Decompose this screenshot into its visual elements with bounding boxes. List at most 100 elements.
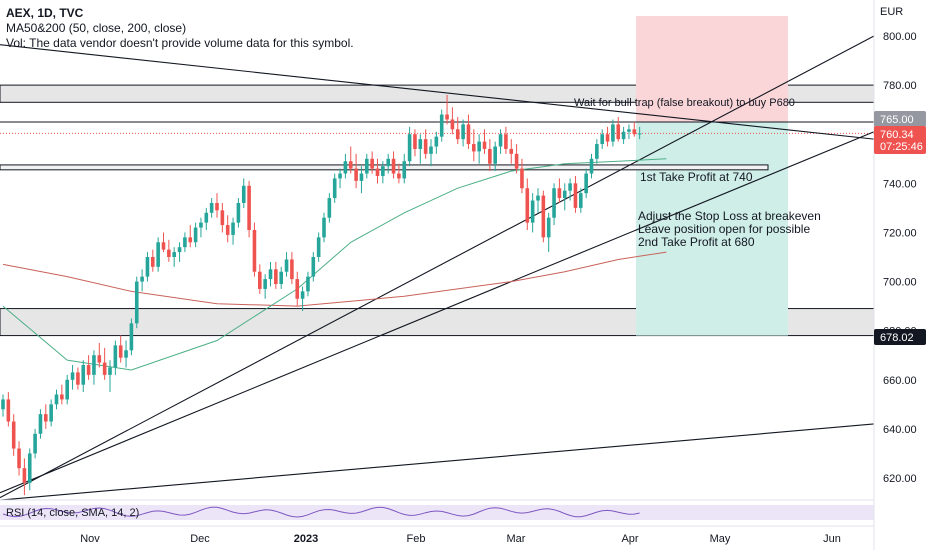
trend-line-0 [0,35,875,499]
rsi-label: RSI (14, close, SMA, 14, 2) [6,507,140,519]
candle [311,257,316,277]
chart-legend: AEX, 1D, TVC MA50&200 (50, close, 200, c… [6,6,354,51]
candle [552,188,556,218]
candle [530,200,535,223]
candle [65,379,69,400]
ma200-line [2,251,667,307]
candle [546,217,551,238]
moving-averages-layer [2,158,667,371]
candle [268,269,273,280]
last-price-badge: 760.34 07:25:46 [874,126,926,154]
candle [338,173,342,179]
price-tick-label: 720.00 [883,227,917,239]
zones-layer [0,16,875,337]
price-tick-label: 740.00 [883,178,917,190]
candle [600,134,604,145]
candle [541,195,546,238]
candle [108,367,112,375]
candle [140,276,144,282]
candle [81,365,86,385]
candle [44,414,48,422]
candle [284,259,289,272]
candle [402,161,407,179]
candle [573,183,578,208]
candle [493,146,497,164]
target-price-badge: 678.02 [874,329,926,345]
candle [477,141,481,152]
candle [49,404,53,422]
candle [381,166,385,176]
candle [17,448,21,469]
price-axis[interactable]: 620.00640.00660.00680.00700.00720.00740.… [873,0,917,550]
candle [423,139,428,154]
candle [129,323,134,351]
candle [397,173,401,179]
take-profit-2-note: 2nd Take Profit at 680 [638,235,755,249]
candle [562,190,567,199]
candle [370,158,374,169]
take-profit-1-annotation: 1st Take Profit at 740 [640,170,753,184]
candle [220,210,225,226]
candle [632,129,637,135]
candle [461,124,465,140]
time-tick-label: Feb [407,533,426,545]
candle [193,227,198,243]
time-axis[interactable]: Nov Dec 2023 Feb Mar Apr May Jun [0,525,874,545]
candle [605,134,610,142]
rsi-band [0,505,874,520]
price-tick-label: 640.00 [883,424,917,436]
trend-line-2 [0,44,875,140]
candle [536,195,540,201]
candle [439,114,444,137]
candle [188,237,193,243]
candle [172,252,176,257]
time-tick-label: May [710,533,731,545]
candle [434,136,439,147]
candle [33,433,37,454]
candle [509,148,514,154]
candle [418,139,423,149]
svg-text:678.02: 678.02 [880,332,914,344]
candle [584,173,588,194]
candle [38,414,43,434]
ma50-line [2,158,667,371]
candle [92,355,96,375]
candle [145,257,150,277]
candle [279,271,283,285]
candle [445,114,449,120]
candle [386,158,390,167]
candle [258,271,262,289]
currency-label[interactable]: EUR [880,6,904,18]
candle [407,134,412,162]
candle [429,146,433,154]
candle [27,453,32,483]
candle [391,158,396,174]
candle [151,257,155,267]
candle [579,193,583,208]
candle [86,365,91,375]
candle [70,372,75,380]
candle [54,394,59,405]
price-tick-label: 780.00 [883,80,917,92]
candle [231,222,235,235]
trend-line-3 [0,423,875,501]
candle [498,134,503,147]
candle [413,134,417,149]
candle [327,198,332,218]
time-tick-label: Apr [621,533,638,545]
price-tick-label: 620.00 [883,473,917,485]
candle [611,124,615,142]
candle [102,362,107,375]
candle [263,279,267,289]
candle [306,276,310,292]
candle [525,188,530,223]
leave-open-note: Leave position open for possible [638,222,810,236]
time-tick-label: Dec [190,533,210,545]
candle [557,188,562,199]
candle [616,124,621,140]
legend-volume: Vol: The data vendor doesn't provide vol… [6,36,354,50]
lines-layer [0,35,875,501]
candle [76,372,80,385]
candle [295,279,300,299]
